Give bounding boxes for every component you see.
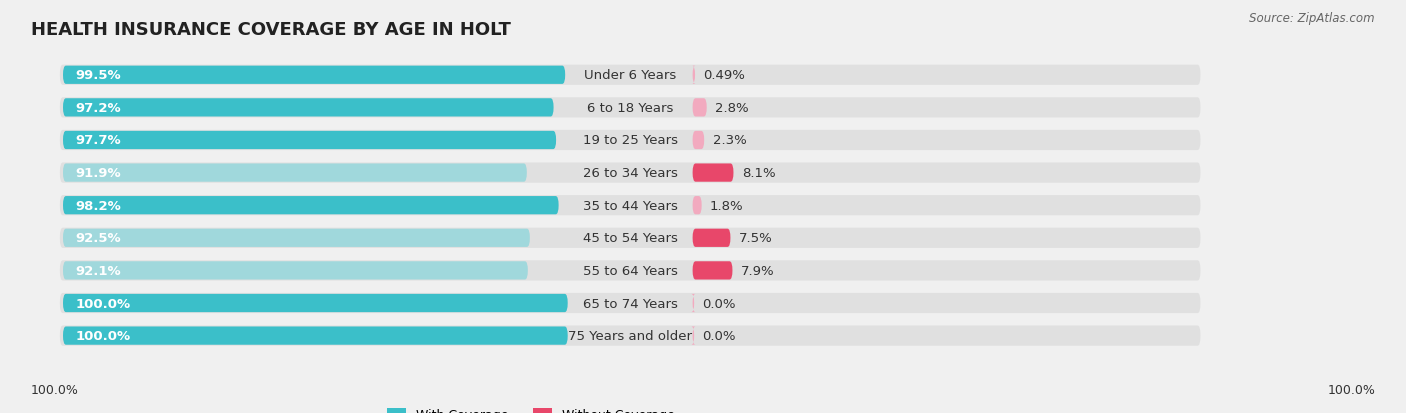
FancyBboxPatch shape bbox=[63, 294, 568, 312]
Text: 35 to 44 Years: 35 to 44 Years bbox=[582, 199, 678, 212]
Text: 75 Years and older: 75 Years and older bbox=[568, 329, 692, 342]
Text: 92.5%: 92.5% bbox=[76, 232, 121, 244]
Text: 100.0%: 100.0% bbox=[1327, 384, 1375, 396]
FancyBboxPatch shape bbox=[693, 99, 707, 117]
FancyBboxPatch shape bbox=[693, 229, 731, 247]
Text: 19 to 25 Years: 19 to 25 Years bbox=[582, 134, 678, 147]
FancyBboxPatch shape bbox=[692, 66, 696, 85]
FancyBboxPatch shape bbox=[63, 131, 557, 150]
Text: 2.8%: 2.8% bbox=[716, 102, 748, 114]
FancyBboxPatch shape bbox=[63, 66, 565, 85]
FancyBboxPatch shape bbox=[63, 229, 530, 247]
Text: Source: ZipAtlas.com: Source: ZipAtlas.com bbox=[1250, 12, 1375, 25]
FancyBboxPatch shape bbox=[692, 294, 696, 312]
FancyBboxPatch shape bbox=[60, 131, 1201, 151]
Text: 97.2%: 97.2% bbox=[76, 102, 121, 114]
Text: 7.9%: 7.9% bbox=[741, 264, 775, 277]
Text: 8.1%: 8.1% bbox=[742, 167, 776, 180]
FancyBboxPatch shape bbox=[60, 98, 1201, 118]
FancyBboxPatch shape bbox=[63, 197, 558, 215]
Text: 92.1%: 92.1% bbox=[76, 264, 121, 277]
FancyBboxPatch shape bbox=[60, 163, 1201, 183]
Legend: With Coverage, Without Coverage: With Coverage, Without Coverage bbox=[382, 404, 681, 413]
Text: 98.2%: 98.2% bbox=[76, 199, 121, 212]
Text: Under 6 Years: Under 6 Years bbox=[583, 69, 676, 82]
Text: HEALTH INSURANCE COVERAGE BY AGE IN HOLT: HEALTH INSURANCE COVERAGE BY AGE IN HOLT bbox=[31, 21, 510, 38]
Text: 0.0%: 0.0% bbox=[703, 329, 735, 342]
Text: 65 to 74 Years: 65 to 74 Years bbox=[582, 297, 678, 310]
FancyBboxPatch shape bbox=[693, 261, 733, 280]
FancyBboxPatch shape bbox=[692, 327, 696, 345]
FancyBboxPatch shape bbox=[693, 131, 704, 150]
Text: 100.0%: 100.0% bbox=[76, 329, 131, 342]
Text: 0.49%: 0.49% bbox=[703, 69, 745, 82]
FancyBboxPatch shape bbox=[60, 261, 1201, 281]
FancyBboxPatch shape bbox=[60, 228, 1201, 248]
Text: 0.0%: 0.0% bbox=[703, 297, 735, 310]
Text: 55 to 64 Years: 55 to 64 Years bbox=[582, 264, 678, 277]
FancyBboxPatch shape bbox=[60, 196, 1201, 216]
Text: 100.0%: 100.0% bbox=[31, 384, 79, 396]
Text: 45 to 54 Years: 45 to 54 Years bbox=[582, 232, 678, 244]
Text: 2.3%: 2.3% bbox=[713, 134, 747, 147]
FancyBboxPatch shape bbox=[63, 99, 554, 117]
Text: 97.7%: 97.7% bbox=[76, 134, 121, 147]
Text: 91.9%: 91.9% bbox=[76, 167, 121, 180]
FancyBboxPatch shape bbox=[60, 66, 1201, 85]
Text: 7.5%: 7.5% bbox=[738, 232, 772, 244]
Text: 26 to 34 Years: 26 to 34 Years bbox=[582, 167, 678, 180]
FancyBboxPatch shape bbox=[60, 326, 1201, 346]
FancyBboxPatch shape bbox=[60, 293, 1201, 313]
FancyBboxPatch shape bbox=[693, 164, 734, 182]
Text: 1.8%: 1.8% bbox=[710, 199, 744, 212]
FancyBboxPatch shape bbox=[63, 327, 568, 345]
Text: 6 to 18 Years: 6 to 18 Years bbox=[586, 102, 673, 114]
FancyBboxPatch shape bbox=[63, 164, 527, 182]
Text: 100.0%: 100.0% bbox=[76, 297, 131, 310]
FancyBboxPatch shape bbox=[63, 261, 527, 280]
FancyBboxPatch shape bbox=[693, 197, 702, 215]
Text: 99.5%: 99.5% bbox=[76, 69, 121, 82]
